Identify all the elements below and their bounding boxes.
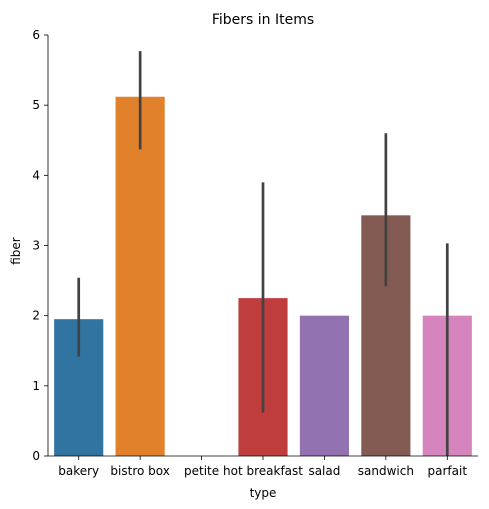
- y-tick-label-7: 6: [32, 28, 40, 42]
- x-tick-label-1: bakery: [58, 464, 99, 478]
- x-tick-label-5: salad: [308, 464, 340, 478]
- x-tick-label-7: parfait: [428, 464, 468, 478]
- bar-5: [299, 315, 349, 456]
- y-tick-label-2: 1: [32, 379, 40, 393]
- chart-title: Fibers in Items: [212, 12, 314, 28]
- y-tick-label-5: 4: [32, 168, 40, 182]
- bar-2: [115, 96, 165, 456]
- y-tick-label-6: 5: [32, 98, 40, 112]
- y-tick-label-4: 3: [32, 239, 40, 253]
- y-tick-label-1: 0: [32, 449, 40, 463]
- x-tick-label-6: sandwich: [358, 464, 414, 478]
- axes-layer: bakery bistro box petite hot breakfast salad…: [32, 28, 478, 478]
- x-tick-label-2: bistro box: [110, 464, 169, 478]
- error-bars-layer: [77, 51, 449, 456]
- y-tick-label-3: 2: [32, 309, 40, 323]
- x-tick-label-3: petite: [184, 464, 219, 478]
- x-tick-label-4: hot breakfast: [223, 464, 303, 478]
- x-axis-label: type: [250, 486, 277, 500]
- y-axis-label: fiber: [9, 237, 23, 265]
- bars-layer: [54, 96, 472, 456]
